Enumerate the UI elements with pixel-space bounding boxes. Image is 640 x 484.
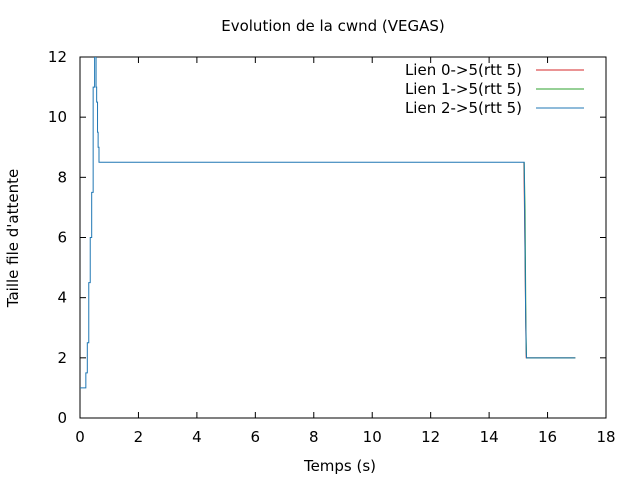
x-tick-label: 4: [192, 428, 202, 446]
x-tick-label: 10: [363, 428, 382, 446]
x-tick-label: 6: [251, 428, 261, 446]
y-tick-label: 12: [48, 48, 67, 66]
y-axis-label: Taille file d'attente: [4, 169, 22, 308]
y-axis: 0 2 4 6 8 10 12: [48, 48, 606, 427]
series-line-1: [523, 162, 576, 359]
series-line-0: [523, 162, 576, 359]
x-tick-label: 8: [309, 428, 319, 446]
x-axis-label: Temps (s): [303, 457, 376, 475]
x-tick-label: 2: [134, 428, 144, 446]
x-tick-label: 0: [75, 428, 85, 446]
x-tick-label: 12: [421, 428, 440, 446]
chart-title: Evolution de la cwnd (VEGAS): [221, 17, 445, 35]
y-tick-label: 2: [57, 349, 67, 367]
legend-label: Lien 2->5(rtt 5): [405, 99, 522, 117]
y-tick-label: 8: [57, 168, 67, 186]
x-tick-label: 16: [538, 428, 557, 446]
series-line-2: [80, 57, 576, 389]
y-tick-label: 4: [57, 289, 67, 307]
series-layer: [80, 57, 576, 389]
legend-label: Lien 1->5(rtt 5): [405, 80, 522, 98]
x-tick-label: 14: [480, 428, 499, 446]
y-tick-label: 10: [48, 108, 67, 126]
y-tick-label: 0: [57, 409, 67, 427]
legend: Lien 0->5(rtt 5)Lien 1->5(rtt 5)Lien 2->…: [405, 61, 584, 117]
legend-label: Lien 0->5(rtt 5): [405, 61, 522, 79]
x-axis: 0 2 4 6 8 10 12 14 16 18: [75, 57, 616, 446]
x-tick-label: 18: [596, 428, 615, 446]
plot-frame: [79, 56, 607, 419]
y-tick-label: 6: [57, 229, 67, 247]
